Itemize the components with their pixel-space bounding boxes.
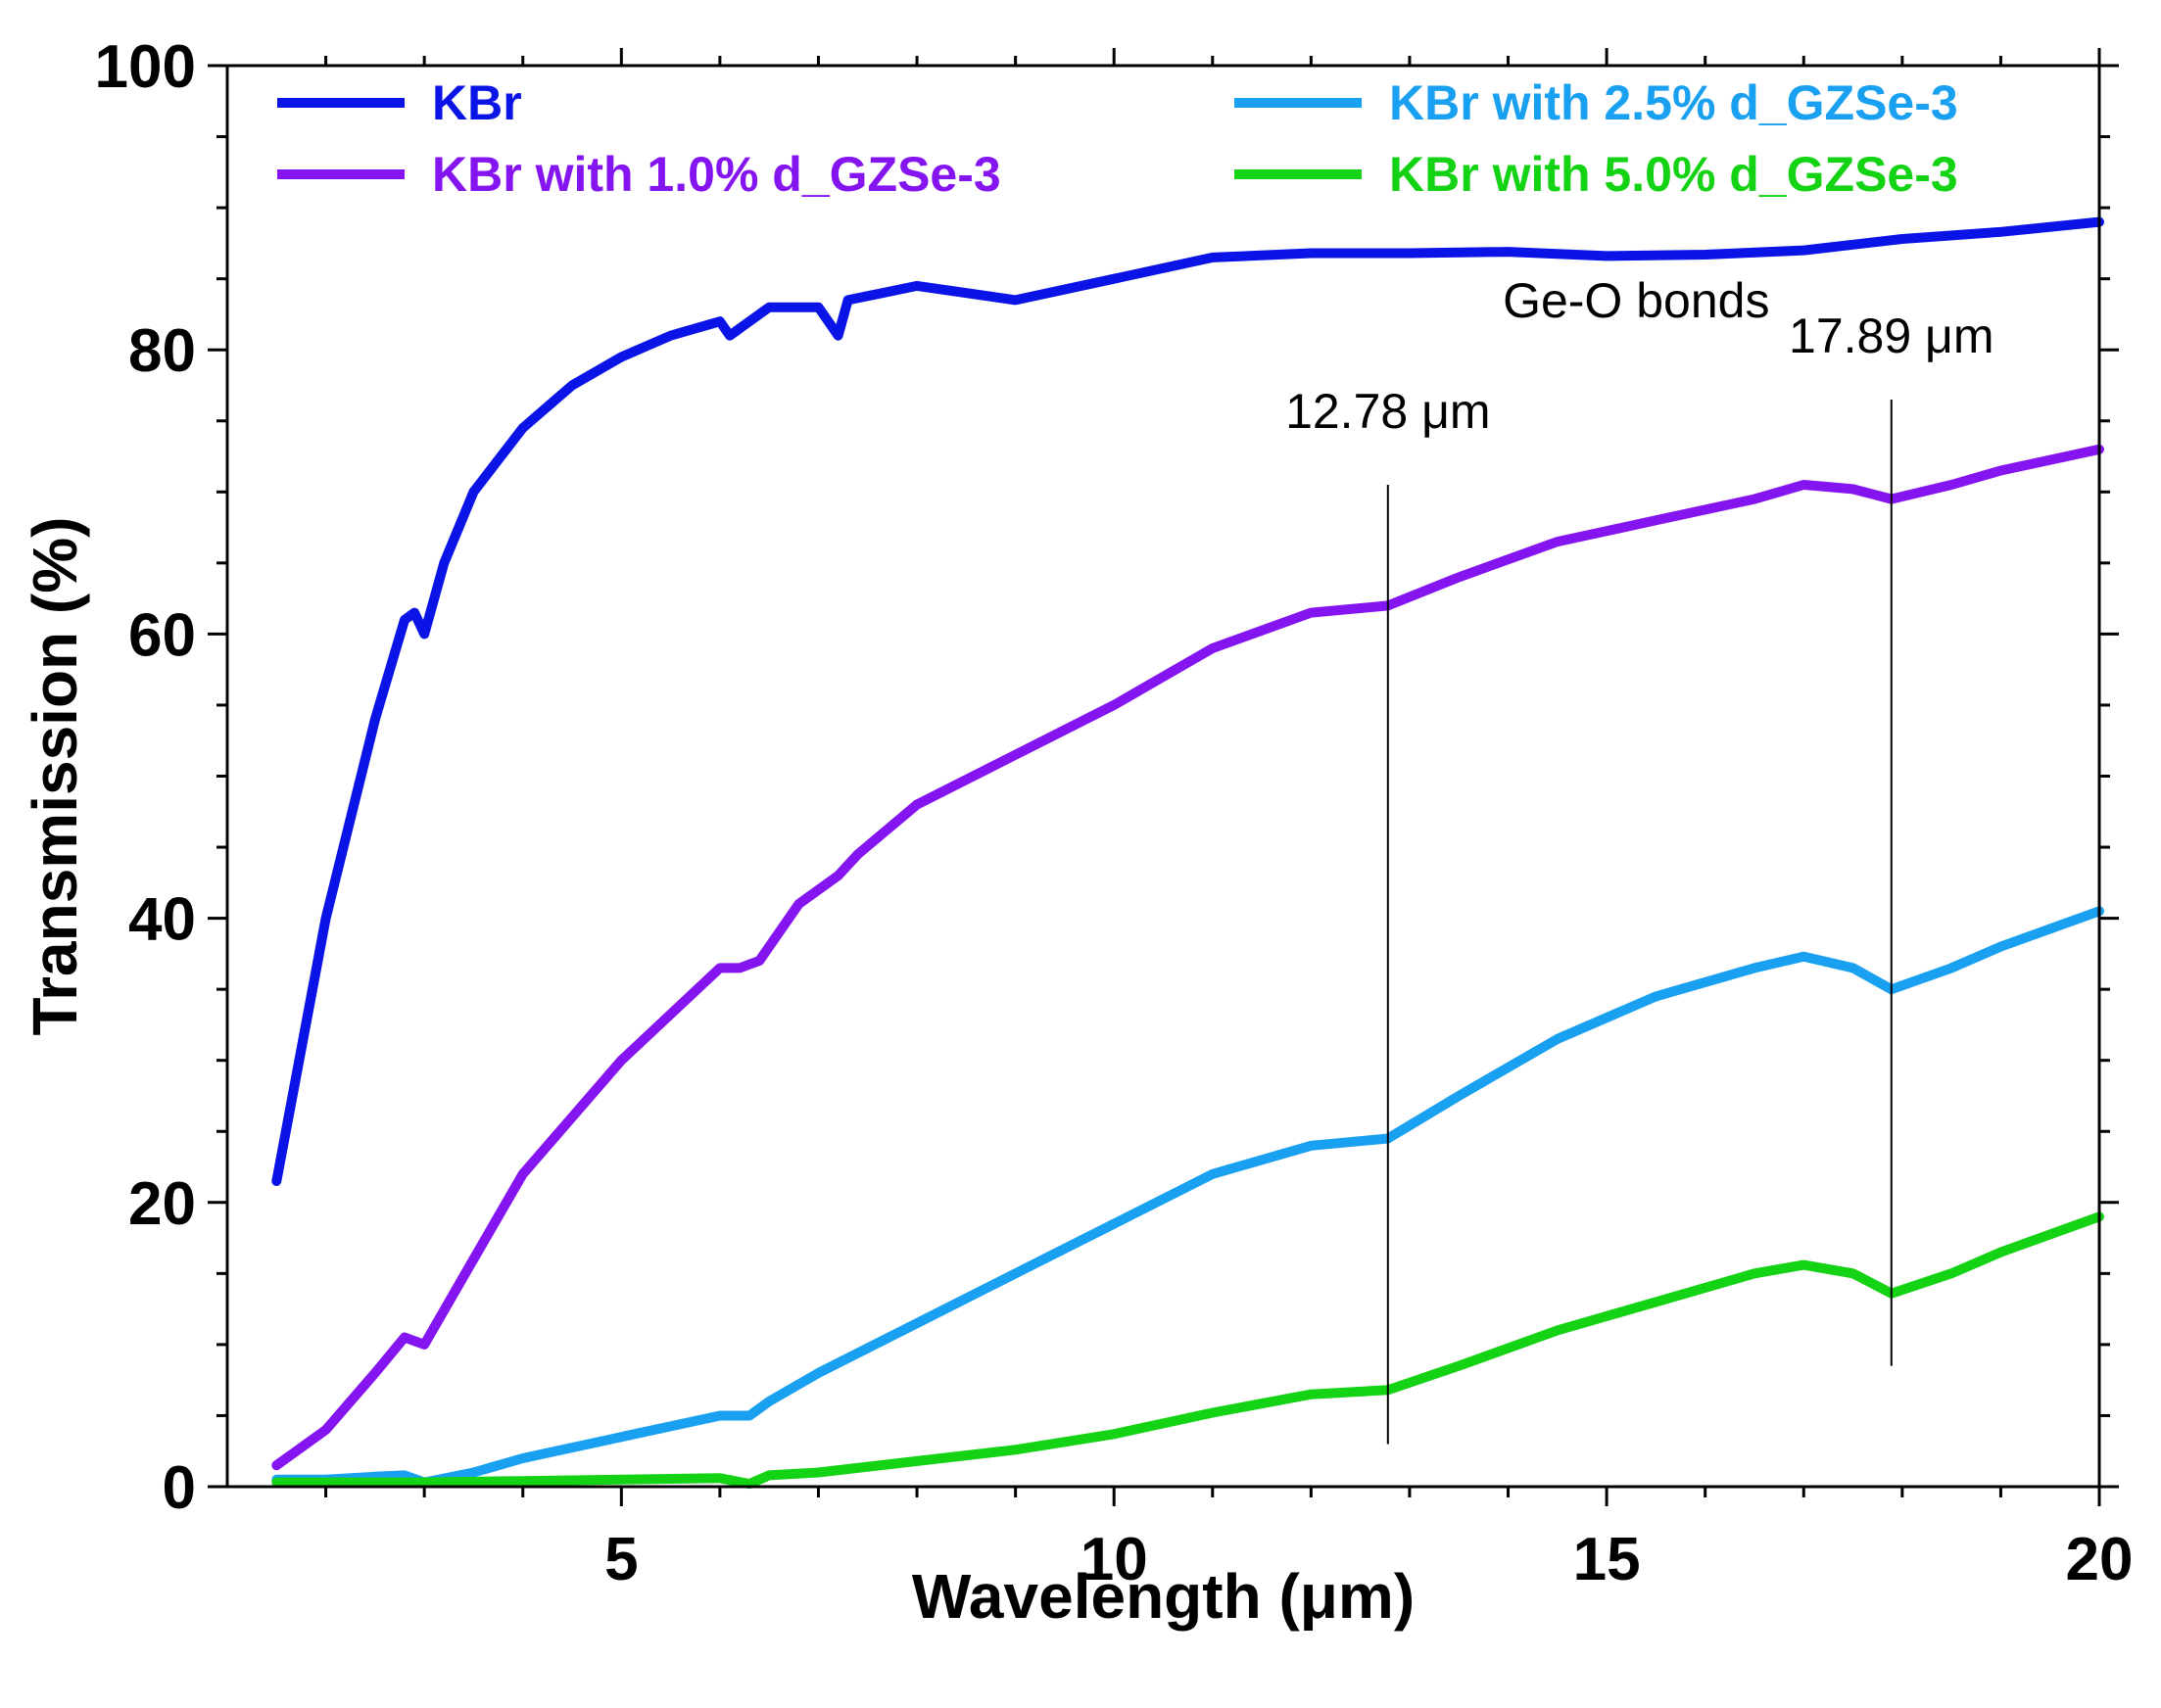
y-axis-title: Transmission (%): [20, 517, 90, 1036]
series-line-1: [271, 216, 2104, 1186]
legend: KBr KBr with 1.0% d_GZSe-3 KBr with 2.5% d…: [277, 75, 1958, 202]
x-tick-label: 15: [1573, 1526, 1641, 1593]
plot-content: [271, 216, 2104, 1490]
x-tick-label: 10: [1080, 1526, 1148, 1593]
y-tick-label: 80: [128, 317, 196, 385]
legend-label: KBr with 1.0% d_GZSe-3: [432, 147, 1001, 202]
y-tick-label: 0: [163, 1454, 196, 1522]
marker-label: 17.89 μm: [1789, 308, 1993, 363]
y-tick-label: 100: [95, 33, 196, 101]
ge-o-bonds-label: Ge-O bonds: [1503, 273, 1769, 328]
annotations: 12.78 μm 17.89 μm Ge-O bonds: [1285, 273, 1994, 1445]
x-axis-title: Wavelength (μm): [912, 1561, 1415, 1632]
marker-label: 12.78 μm: [1285, 384, 1490, 439]
legend-label: KBr with 2.5% d_GZSe-3: [1389, 75, 1958, 130]
y-tick-label: 60: [128, 601, 196, 669]
y-tick-label: 20: [128, 1170, 196, 1238]
axis-ticks: 5 10 15 20 0 20 40 60 80 100: [95, 33, 2134, 1593]
x-tick-label: 20: [2066, 1526, 2134, 1593]
series-line-4: [271, 1211, 2104, 1490]
x-tick-label: 5: [604, 1526, 638, 1593]
y-tick-label: 40: [128, 886, 196, 954]
legend-label: KBr with 5.0% d_GZSe-3: [1389, 147, 1958, 202]
series-line-2: [271, 444, 2104, 1471]
legend-label: KBr: [432, 75, 522, 130]
